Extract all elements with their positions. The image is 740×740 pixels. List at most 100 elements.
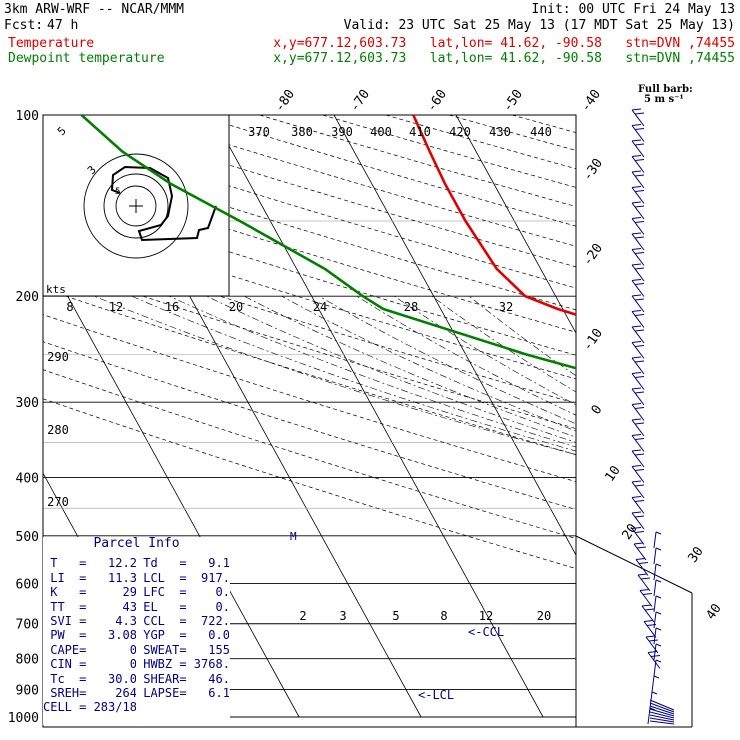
moist-adiabat [206,295,576,443]
forecast-label: Fcst: [4,18,44,33]
mixing-ratio-label: 12 [479,609,493,623]
isotherm-label: 20 [619,521,640,542]
wind-barb-staff [635,559,649,576]
parcel-ccl: CCL = 722. [136,614,229,629]
wind-barb-flag [645,635,656,638]
wind-barb-cluster [649,699,675,711]
wind-barb-flag [631,325,642,328]
wind-barb-flag [631,341,642,343]
hodograph-ring [83,153,189,259]
wind-barb-staff [643,621,657,638]
wind-barb-staff [631,419,645,437]
wind-barb-flag [634,267,645,270]
wind-barb-flag [631,310,642,312]
wind-barb-cluster [649,711,675,719]
parcel-svi: SVI = 4.3 [43,614,136,629]
isotherm-line [211,115,544,718]
wind-barb-cluster [649,708,675,717]
speed-tick-label: 24 [313,300,327,314]
wind-barb-flag [631,248,642,250]
wind-barb-staff [651,675,655,693]
temperature-line [412,115,576,316]
mixing-ratio-label: 2 [299,609,306,623]
parcel-ygp: YGP = 0.0 [136,628,229,643]
parcel-sreh: SREH= 264 [43,686,136,701]
mixing-ratio-label: 5 [392,609,399,623]
dry-adiabat [512,115,576,133]
wind-barbs [631,108,675,725]
isotherm-line [333,115,576,556]
wind-barb-flag [655,627,662,631]
wind-barb-flag [631,263,642,266]
speed-tick-label: 28 [404,300,418,314]
mixing-ratio-label: 20 [537,609,551,623]
wind-barb-flag [651,691,658,695]
wind-barb-staff [631,140,645,158]
parcel-info-panel: Parcel Info T = 12.2 Td = 9.1 LI = 11.3 … [43,536,230,725]
wind-barb-flag [634,298,645,301]
barb-legend-line2: 5 m s⁻¹ [644,94,684,105]
parcel-shear: SHEAR= 46. [136,671,229,686]
hodograph-ring [103,173,169,239]
annotation-lcl: <-LCL [418,688,454,702]
parcel-k: K = 29 [43,585,136,600]
dewpoint-legend: Dewpoint temperature [8,51,165,66]
wind-barb-staff [653,563,657,581]
hodograph-units: kts [46,283,66,296]
wind-barb-flag [655,595,662,599]
theta-label: 430 [489,125,511,139]
wind-barb-staff [631,373,645,390]
wind-barb-flag [635,558,646,560]
wind-barb-flag [631,403,642,405]
wind-barb-flag [631,527,642,529]
wind-barb-flag [655,611,662,615]
wind-barb-flag [655,643,662,647]
init-time: Init: 00 UTC Fri 24 May 13 [531,2,736,17]
parcel-lfc: LFC = 0. [136,585,229,600]
theta-label: 400 [370,125,392,139]
wind-barb-flag [634,159,645,161]
isotherm-label: 40 [703,601,724,622]
dry-adiabat [43,191,576,356]
barb-legend: Full barb: 5 m s⁻¹ [638,85,693,105]
dry-adiabat [638,115,740,717]
parcel-cell: CELL = 283/18 [43,700,136,715]
wind-barb-cluster [649,714,675,721]
grid-layer [43,115,740,718]
parcel-info-title: Parcel Info [93,536,180,551]
speed-tick-label: 12 [109,300,123,314]
wind-barb-staff [639,590,653,607]
parcel-t: T = 12.2 [43,556,136,571]
wind-barb-staff [631,249,645,266]
theta-label: 420 [449,125,471,139]
wind-barb-flag [631,170,642,173]
parcel-hwbz: HWBZ = 3768. [136,657,229,672]
wind-barb-flag [631,217,642,219]
series-layer [80,115,576,370]
wind-barb-flag [634,314,645,316]
wind-barb-flag [634,112,645,115]
wind-barb-flag [655,659,662,663]
isotherm-label: -20 [580,241,606,269]
wind-barb-staff [631,466,645,483]
wind-barb-flag [644,608,655,611]
wind-barb-flag [634,531,645,533]
wind-barb-staff [653,547,657,565]
wind-barb-staff [653,643,657,661]
isotherm-label: -40 [578,87,604,115]
wind-barb-flag [631,372,642,374]
pressure-label: 800 [16,653,39,668]
wind-barb-staff [631,326,645,344]
isotherm-line [578,115,740,717]
moist-adiabat [94,295,576,455]
wind-barb-flag [631,387,642,390]
wind-barb-staff [631,264,645,282]
parcel-el: EL = 0. [136,599,229,614]
parcel-tt: TT = 43 [43,599,136,614]
isotherm-label: -80 [272,87,298,115]
wind-barb-staff [631,202,645,220]
wind-barb-flag [634,422,645,425]
wind-barb-staff [631,528,645,545]
parcel-cape: CAPE= 0 [43,642,136,657]
wind-barb-flag [631,139,642,142]
